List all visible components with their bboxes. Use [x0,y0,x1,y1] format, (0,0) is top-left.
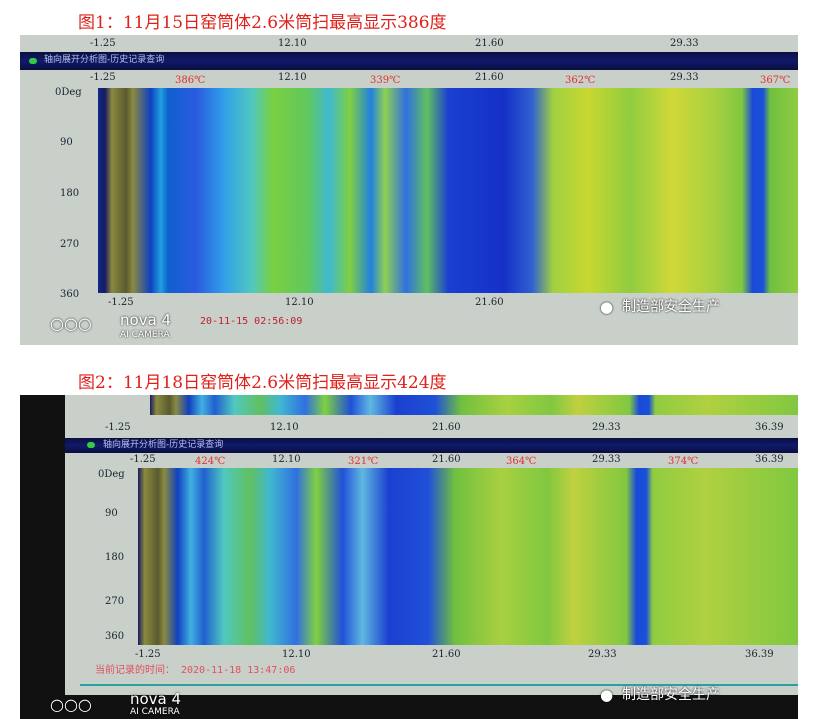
axis-tick: 29.33 [592,454,621,465]
y-label: 90 [105,508,118,519]
timestamp: 20-11-15 02:56:09 [200,316,303,327]
max-temp-label: 374℃ [668,456,699,467]
axis-tick: -1.25 [90,72,116,83]
top-tick: 29.33 [592,422,621,433]
camera-brand: nova 4 [130,690,182,708]
max-temp-label: 321℃ [348,456,379,467]
top-tick: -1.25 [90,38,116,49]
y-label: 0Deg [98,469,125,480]
max-temp-label: 362℃ [565,75,596,86]
window-title: 轴向展开分析图-历史记录查询 [44,55,165,65]
status-dot-icon [87,442,95,448]
top-tick: 36.39 [755,422,784,433]
camera-sub: AI CAMERA [130,707,180,717]
window-title: 轴向展开分析图-历史记录查询 [103,440,224,450]
camera-brand: nova 4 [120,311,172,329]
bottom-tick: -1.25 [135,649,161,660]
max-temp-label: 339℃ [370,75,401,86]
timestamp-row: 当前记录的时间： 2020-11-18 13:47:06 [95,665,295,677]
max-temp-label: 367℃ [760,75,791,86]
timestamp-label: 当前记录的时间： [95,665,175,676]
y-label: 180 [60,188,80,199]
wechat-watermark: 制造部安全生产 [622,299,720,315]
axis-tick: 21.60 [475,72,504,83]
top-tick: 21.60 [475,38,504,49]
top-tick: 29.33 [670,38,699,49]
y-label: 90 [60,137,73,148]
bottom-tick: -1.25 [108,297,134,308]
camera-sub: AI CAMERA [120,330,170,340]
thermal-heatmap-top [150,395,798,415]
top-tick: 12.10 [270,422,299,433]
axis-tick: 12.10 [272,454,301,465]
y-label: 360 [60,289,80,300]
axis-tick: -1.25 [130,454,156,465]
figure-1-caption: 图1：11月15日窑筒体2.6米筒扫最高显示386度 [78,13,447,33]
axis-tick: 21.60 [432,454,461,465]
window-title-bar: 轴向展开分析图-历史记录查询 [65,438,798,453]
y-label: 270 [105,596,125,607]
status-dot-icon [29,58,37,64]
max-temp-label: 424℃ [195,456,226,467]
screen-footer [65,645,798,695]
axis-tick: 12.10 [278,72,307,83]
thermal-heatmap [98,88,798,293]
bottom-tick: 21.60 [475,297,504,308]
divider [80,684,798,686]
top-tick: -1.25 [105,422,131,433]
wechat-icon: ● [600,298,614,316]
axis-tick: 36.39 [755,454,784,465]
camera-circles-logo: ○○○ [50,695,92,714]
y-label: 0Deg [55,87,82,98]
y-label: 270 [60,239,80,250]
max-temp-label: 364℃ [506,456,537,467]
figure-2-caption: 图2：11月18日窑筒体2.6米筒扫最高显示424度 [78,373,447,393]
bottom-tick: 12.10 [285,297,314,308]
bottom-tick: 29.33 [588,649,617,660]
y-label: 360 [105,631,125,642]
thermal-heatmap [138,468,798,645]
wechat-icon: ● [600,686,614,704]
bottom-tick: 21.60 [432,649,461,660]
figure-2-photo: -1.25 12.10 21.60 29.33 36.39 轴向展开分析图-历史… [20,395,798,719]
wechat-watermark: 制造部安全生产 [622,687,720,703]
max-temp-label: 386℃ [175,75,206,86]
camera-circles-logo: ○○○ [50,314,92,333]
top-tick: 21.60 [432,422,461,433]
bottom-tick: 36.39 [745,649,774,660]
top-tick: 12.10 [278,38,307,49]
y-label: 180 [105,552,125,563]
figure-1-photo: -1.25 12.10 21.60 29.33 轴向展开分析图-历史记录查询 -… [20,35,798,345]
timestamp: 2020-11-18 13:47:06 [181,665,296,676]
bottom-tick: 12.10 [282,649,311,660]
axis-tick: 29.33 [670,72,699,83]
window-title-bar: 轴向展开分析图-历史记录查询 [20,52,798,70]
